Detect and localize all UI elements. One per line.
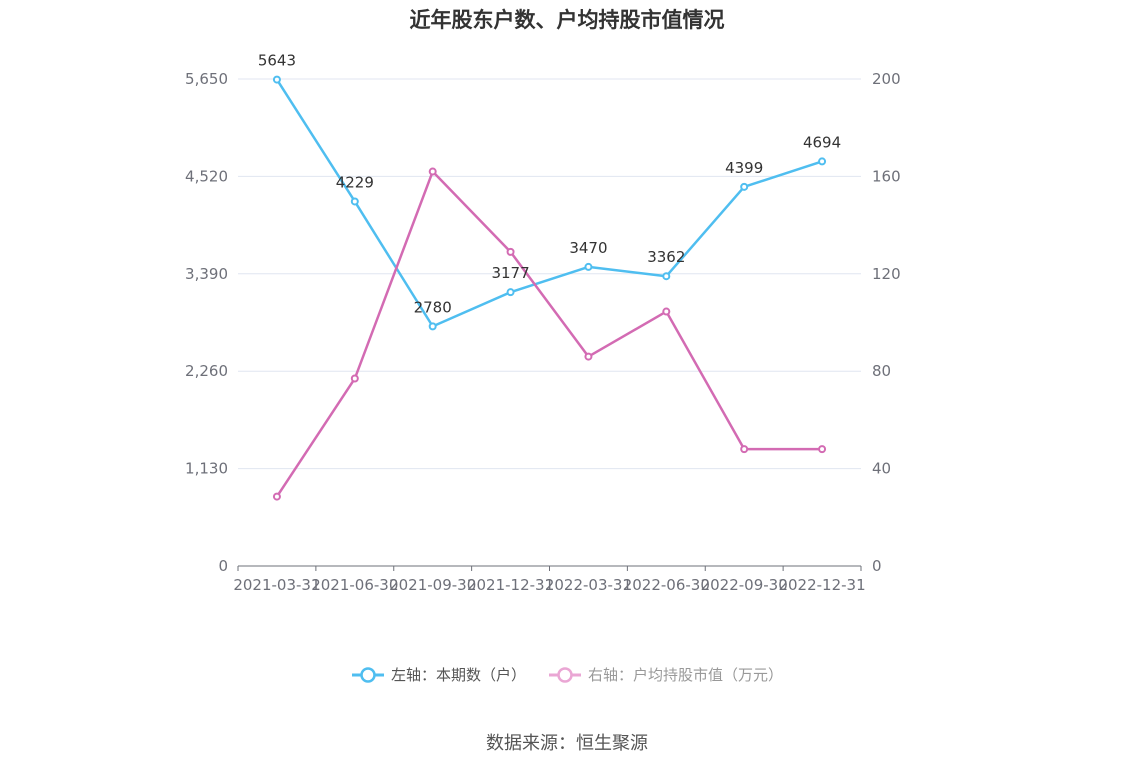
legend-item-right-series[interactable]: 右轴：户均持股市值（万元） [548,664,783,685]
data-label: 3470 [569,239,607,257]
right-series-line [275,170,823,498]
right-axis-tick-label: 120 [872,265,901,283]
left-axis-tick-label: 3,390 [185,265,228,283]
left-axis-tick-label: 2,260 [185,362,228,380]
right-series-point [818,445,827,454]
legend-right-series-icon [549,666,581,683]
right-series-point [428,167,437,176]
left-axis-tick-label: 0 [218,557,228,575]
left-axis-tick-label: 1,130 [185,460,228,478]
right-axis-tick-label: 40 [872,460,891,478]
legend-right-series-label: 右轴：户均持股市值（万元） [588,666,784,684]
left-series-point [428,322,437,331]
legend-left-series-icon [351,666,384,683]
data-labels: 5643 4229 2780 3177 3470 3362 4399 4694 [258,52,841,317]
x-axis-tick-label: 2021-09-30 [389,576,476,594]
left-series-point [662,272,671,281]
data-label: 3177 [491,264,529,282]
right-series-point [584,352,593,361]
chart-title: 近年股东户数、户均持股市值情况 [409,8,725,32]
grid-lines [238,78,861,470]
left-axis-tick-label: 4,520 [185,167,228,185]
left-series-point [506,288,515,297]
legend-item-left-series[interactable]: 左轴：本期数（户） [351,664,526,685]
x-axis-tick-label: 2022-12-31 [778,576,865,594]
right-series-point [662,307,671,316]
left-series-point [584,262,593,271]
legend-left-series-label: 左轴：本期数（户） [390,666,526,684]
x-axis-tick-label: 2022-03-31 [545,576,632,594]
data-label: 4694 [803,133,841,151]
x-axis-tick-label: 2022-09-30 [701,576,788,594]
left-series-point [350,197,359,206]
series-lines [272,75,827,501]
left-series-line [275,78,823,328]
x-axis-tick-label: 2021-03-31 [233,576,320,594]
legend: 左轴：本期数（户） 右轴：户均持股市值（万元） [0,664,1134,685]
left-axis-tick-label: 5,650 [185,70,228,88]
x-axis-tick-label: 2021-12-31 [467,576,554,594]
left-series-point [740,182,749,191]
right-axis-ticks: 0 40 80 120 160 200 [872,70,901,575]
right-axis-tick-label: 160 [872,167,901,185]
left-series-point [272,75,281,84]
data-label: 2780 [414,298,452,316]
x-axis-tick-label: 2022-06-30 [623,576,710,594]
x-axis: 2021-03-312021-06-302021-09-302021-12-31… [233,565,866,594]
data-label: 4399 [725,159,763,177]
right-axis-tick-label: 80 [872,362,891,380]
right-axis-tick-label: 0 [872,557,882,575]
right-series-point [740,445,749,454]
right-axis-tick-label: 200 [872,70,901,88]
left-axis-ticks: 0 1,130 2,260 3,390 4,520 5,650 [185,70,228,575]
right-series-point [350,374,359,383]
left-series-point [818,157,827,166]
data-label: 3362 [647,248,685,266]
data-source: 数据来源：恒生聚源 [486,733,648,754]
right-series-point [272,492,281,501]
right-series-point [506,247,515,256]
data-label: 5643 [258,52,296,70]
data-label: 4229 [336,173,374,191]
x-axis-tick-label: 2021-06-30 [311,576,398,594]
